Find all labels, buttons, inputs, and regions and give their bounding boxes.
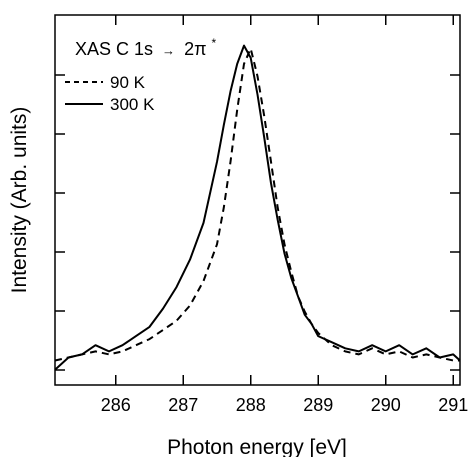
x-tick-label: 286 <box>101 395 131 415</box>
series-line-300k <box>54 44 461 371</box>
legend-title-superscript: * <box>212 36 217 50</box>
y-axis-ticks <box>55 74 460 371</box>
x-tick-label: 287 <box>168 395 198 415</box>
legend-title-prefix: XAS C 1s <box>75 39 153 59</box>
legend-label-300k: 300 K <box>110 95 155 114</box>
x-tick-label: 289 <box>303 395 333 415</box>
x-axis-tick-labels: 286 287 288 289 290 291 <box>101 395 469 415</box>
x-axis-ticks <box>115 15 454 385</box>
plot-frame <box>54 14 461 386</box>
x-tick-label: 288 <box>236 395 266 415</box>
x-tick-label: 291 <box>438 395 468 415</box>
y-axis-label: Intensity (Arb. units) <box>8 107 31 294</box>
legend-title: XAS C 1s → 2π * <box>75 36 217 59</box>
legend: XAS C 1s → 2π * 90 K 300 K <box>65 36 217 114</box>
series-line-90k <box>54 47 460 362</box>
x-axis-label: Photon energy [eV] <box>167 436 347 457</box>
legend-title-suffix: 2π <box>184 39 206 59</box>
legend-label-90k: 90 K <box>110 73 146 92</box>
legend-title-arrow: → <box>162 43 175 58</box>
x-tick-label: 290 <box>371 395 401 415</box>
series-layer <box>54 44 461 371</box>
